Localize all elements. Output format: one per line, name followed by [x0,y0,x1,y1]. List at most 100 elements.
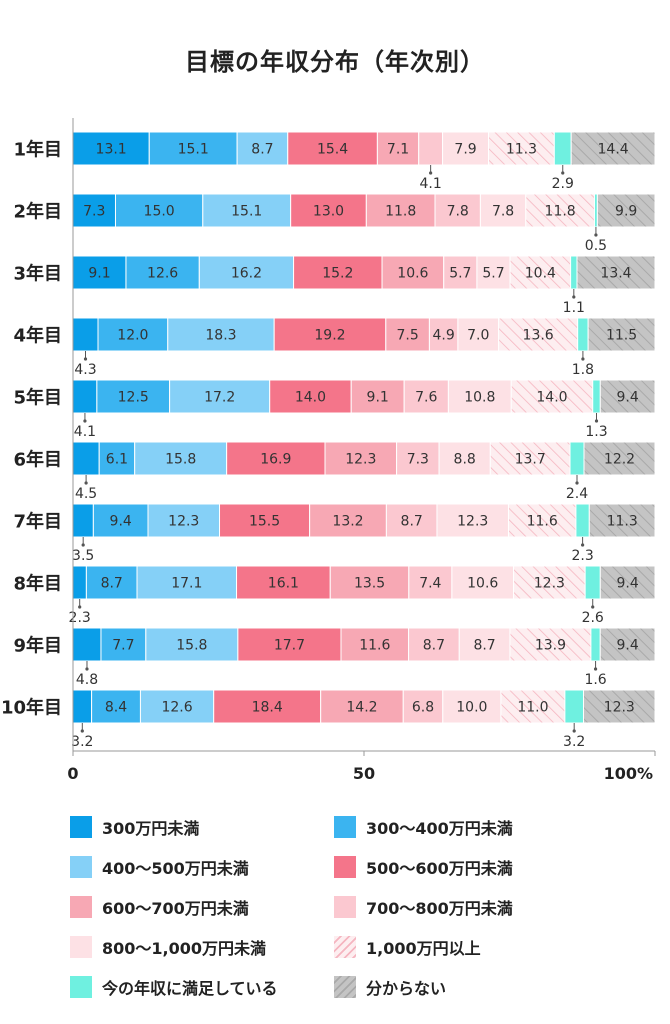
bar-segment [592,379,601,414]
data-label: 12.3 [345,452,376,468]
data-label: 3.2 [563,734,585,750]
data-label: 13.1 [96,142,127,158]
x-tick-label: 50 [353,764,375,783]
legend-item: 300万円未満 [70,815,199,839]
bar-segment [584,565,601,600]
bar-row: 8年目 2.3 8.7 17.1 16.1 13.5 7.4 10.6 12.3 2.6 9.4 [13,565,656,626]
bar-segment [167,317,275,352]
data-label: 10.6 [397,266,428,282]
data-label: 7.6 [415,390,437,406]
bar-segment [582,689,656,724]
bar-segment [269,379,352,414]
category-label: 10年目 [1,697,62,719]
data-label: 8.7 [423,638,445,654]
data-label: 15.5 [249,514,280,530]
data-label: 18.4 [252,700,283,716]
data-label: 15.8 [176,638,207,654]
data-label: 7.8 [447,204,469,220]
bar-segment [365,193,436,228]
legend-label: 700〜800万円未満 [366,899,513,918]
data-label: 11.8 [545,204,576,220]
bar-segment [569,441,585,476]
category-label: 5年目 [13,387,62,409]
data-label: 11.3 [607,514,638,530]
bar-segment [576,255,656,290]
bar-segment [564,689,584,724]
data-label: 1.3 [585,424,607,440]
data-label: 10.4 [525,266,556,282]
data-label: 12.5 [118,390,149,406]
data-label: 7.7 [112,638,134,654]
bar-segment [125,255,200,290]
bar-segment [309,503,387,538]
legend-label: 600〜700万円未満 [102,899,249,918]
legend-item: 分からない [334,975,446,999]
leader-dot [572,729,576,733]
bar-row: 1年目 13.1 15.1 8.7 15.4 7.1 4.1 7.9 11.3 2.9 14.4 [13,131,656,192]
data-label: 11.0 [517,700,548,716]
bar-segment [509,255,572,290]
bar-segment [510,379,594,414]
data-label: 12.2 [604,452,635,468]
category-label: 2年目 [13,201,62,223]
bar-segment [320,689,404,724]
leader-dot [561,171,565,175]
bar-segment [72,689,93,724]
data-label: 15.4 [317,142,348,158]
bar-segment [236,131,289,166]
category-label: 3年目 [13,263,62,285]
leader-dot [575,481,579,485]
legend-swatch [70,936,92,958]
data-label: 12.6 [161,700,192,716]
bar-segment [381,255,445,290]
bar-segment [575,503,590,538]
data-label: 9.1 [88,266,110,282]
bar-segment [213,689,322,724]
legend-item: 今の年収に満足している [70,975,278,999]
bar-segment [72,379,98,414]
data-label: 4.3 [74,362,96,378]
legend-label: 300〜400万円未満 [366,819,513,838]
bar-row: 6年目 4.5 6.1 15.8 16.9 12.3 7.3 8.8 13.7 2.4 12.2 [13,441,656,502]
data-label: 10.6 [467,576,498,592]
legend-item: 300〜400万円未満 [334,815,513,839]
category-label: 8年目 [13,573,62,595]
legend-swatch [70,896,92,918]
legend-item: 600〜700万円未満 [70,895,249,919]
leader-dot [594,233,598,237]
data-label: 11.8 [385,204,416,220]
bar-segment [226,441,326,476]
data-label: 14.0 [536,390,567,406]
data-label: 0.5 [585,238,607,254]
data-label: 7.9 [454,142,476,158]
data-label: 4.8 [76,672,98,688]
bar-segment [96,379,171,414]
data-label: 1.6 [584,672,606,688]
bar-segment [72,317,99,352]
bar-segment [442,689,502,724]
data-label: 8.7 [251,142,273,158]
data-label: 15.1 [231,204,262,220]
bar-segment [553,131,572,166]
legend-label: 500〜600万円未満 [366,859,513,878]
legend-swatch [334,816,356,838]
data-label: 17.2 [204,390,235,406]
category-label: 7年目 [13,511,62,533]
data-label: 8.4 [105,700,127,716]
data-label: 16.2 [231,266,262,282]
leader-dot [78,605,82,609]
legend-item: 400〜500万円未満 [70,855,249,879]
data-label: 15.2 [322,266,353,282]
bar-segment [509,627,592,662]
data-label: 2.3 [571,548,593,564]
data-label: 9.4 [616,638,638,654]
legend-swatch [334,856,356,878]
data-label: 17.7 [274,638,305,654]
leader-dot [581,357,585,361]
bar-row: 5年目 4.1 12.5 17.2 14.0 9.1 7.6 10.8 14.0 1.3 9.4 [13,379,656,440]
bar-segment [72,503,94,538]
bar-segment [498,317,579,352]
data-label: 4.1 [420,176,442,192]
bar-segment [583,441,656,476]
leader-dot [84,481,88,485]
